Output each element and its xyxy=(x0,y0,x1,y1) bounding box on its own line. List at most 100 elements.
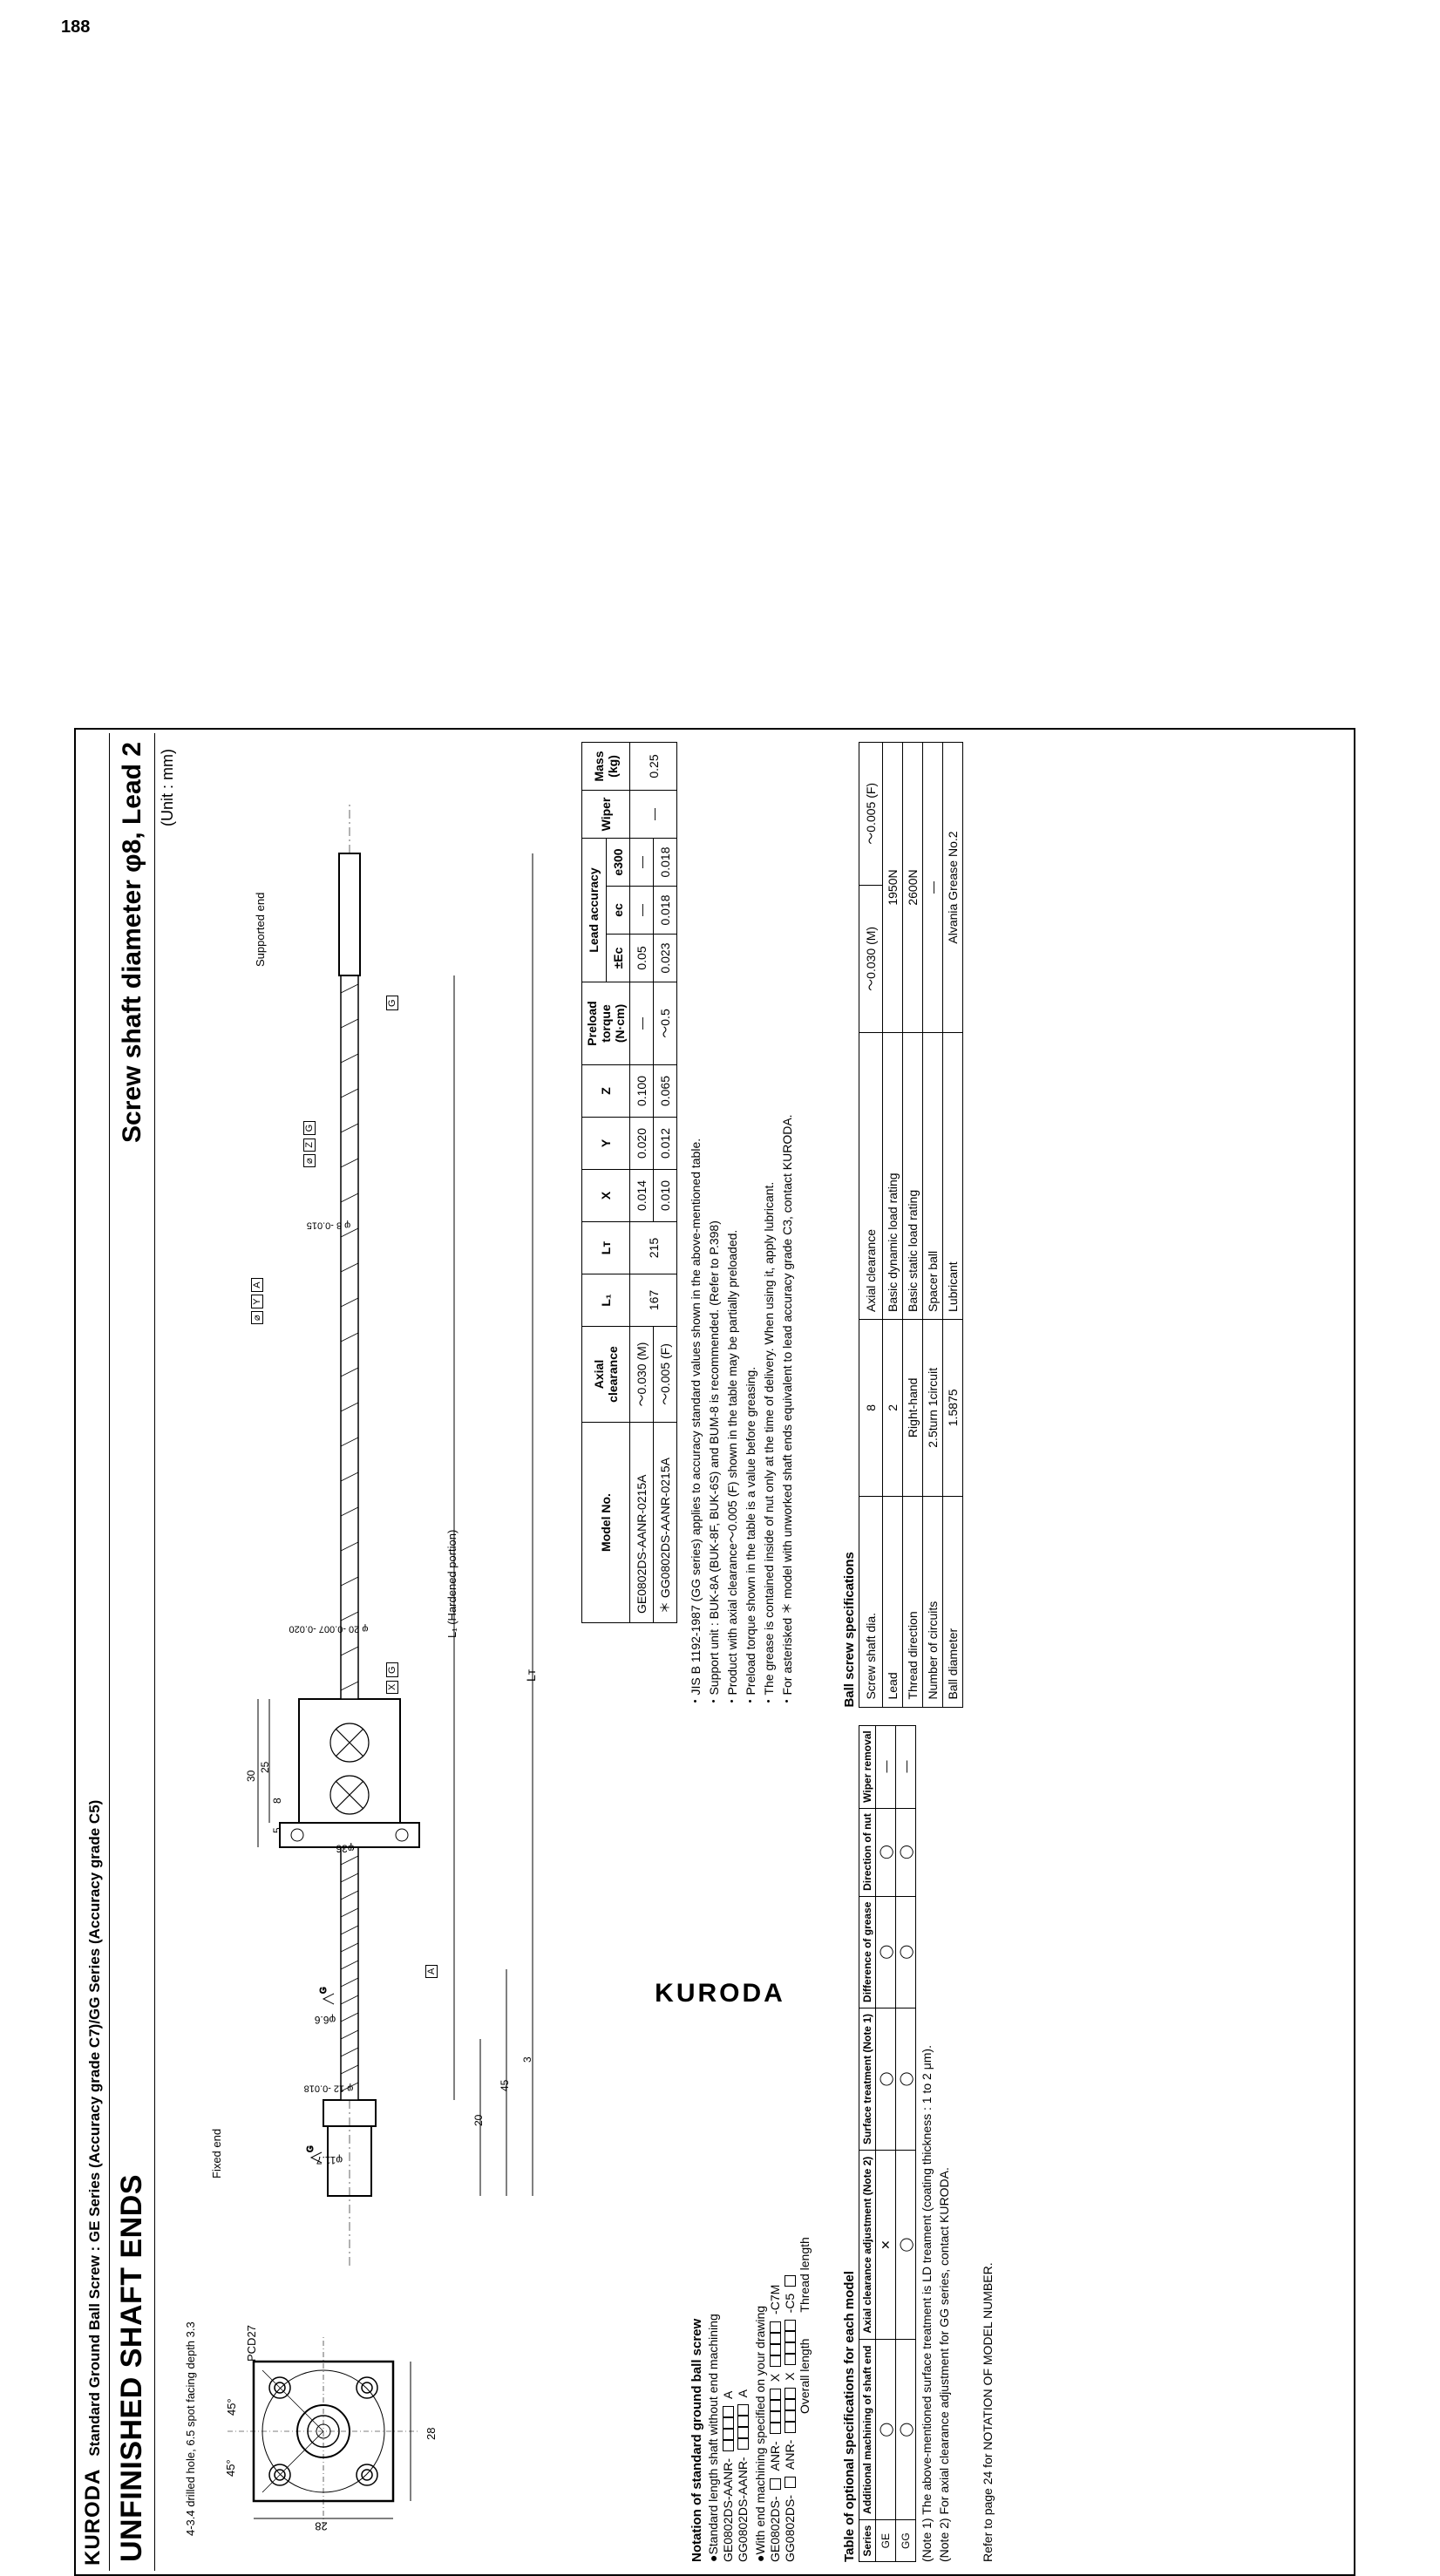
callout-A: A xyxy=(424,1965,437,1978)
col-mass: Mass (kg) xyxy=(582,743,630,791)
col-ec: ec xyxy=(606,887,630,935)
dim-d66: φ6.6 xyxy=(315,2014,336,2026)
mark-circle-icon xyxy=(880,2423,893,2437)
technical-drawing: 4-3.4 drilled hole, 6.5 spot facing dept… xyxy=(184,742,576,2562)
note-line: ・Support unit : BUK-8A (BUK-8F, BUK-6S) … xyxy=(705,742,723,1708)
opt-table-title: Table of optional specifications for eac… xyxy=(842,1725,857,2562)
dim-25: 25 xyxy=(259,1762,271,1773)
dim-8: 8 xyxy=(271,1798,283,1804)
supported-end-label: Supported end xyxy=(254,893,267,967)
opt-table: Series Additional machining of shaft end… xyxy=(859,1725,916,2562)
col-X: X xyxy=(582,1170,630,1222)
mark-x-icon xyxy=(880,2240,893,2250)
opt-note2: (Note 2) For axial clearance adjustment … xyxy=(937,1725,951,2562)
notation-legend: Overall lengthThread length xyxy=(798,1725,812,2414)
dim-d117: φ11.7 xyxy=(316,2154,343,2166)
mark-circle-icon xyxy=(880,2072,893,2087)
col-ecpm: ±Ec xyxy=(606,935,630,982)
dim-3: 3 xyxy=(521,2056,533,2063)
col-wiper: Wiper xyxy=(582,791,630,839)
opt-col: Direction of nut xyxy=(859,1808,876,1896)
table-row: Ball diameter1.5875 LubricantAlvania Gre… xyxy=(943,743,963,1708)
bs-table-title: Ball screw specifications xyxy=(842,742,857,1708)
col-Z: Z xyxy=(582,1065,630,1118)
unit-label: (Unit : mm) xyxy=(155,733,180,2571)
table-row: GE xyxy=(876,1725,896,2561)
mark-circle-icon xyxy=(900,1845,913,1859)
angle-45-top: 45° xyxy=(224,2459,237,2477)
table-row: Screw shaft dia.8 Axial clearance～0.030 … xyxy=(859,743,883,1708)
mark-circle-icon xyxy=(900,2423,913,2437)
notation-line: GE0802DS-AANR-A xyxy=(721,1725,735,2562)
callout-Y: ⌀ Y A xyxy=(249,1278,262,1324)
notation-line: GE0802DS-ANR-X-C7M xyxy=(768,1725,782,2562)
flange-view xyxy=(201,2318,463,2545)
fixed-end-label: Fixed end xyxy=(210,2129,223,2178)
table-row: Number of circuits2.5turn 1circuit Space… xyxy=(923,743,943,1708)
note-line: ・Product with axial clearance～0.005 (F) … xyxy=(723,742,741,1708)
std-head: ●Standard length shaft without end machi… xyxy=(706,1725,720,2562)
dim-28-v: 28 xyxy=(315,2519,327,2532)
mark-circle-icon xyxy=(880,1945,893,1960)
document-body: KURODA Standard Ground Ball Screw : GE S… xyxy=(74,728,1355,2576)
notation-line: GG0802DS-AANR-A xyxy=(736,1725,750,2562)
page-number: 188 xyxy=(61,17,90,37)
notation-heading: Notation of standard ground ball screw xyxy=(689,1725,704,2562)
dim-20: 20 xyxy=(472,2115,485,2126)
footnote: Refer to page 24 for NOTATION OF MODEL N… xyxy=(981,742,995,2562)
mark-circle-icon xyxy=(900,2238,913,2253)
col-leadacc: Lead accuracy xyxy=(582,839,607,982)
brand-logo: KURODA xyxy=(81,2469,105,2566)
callout-X: X G xyxy=(384,1662,397,1694)
opt-col: Surface treatment (Note 1) xyxy=(859,2008,876,2150)
table-row: GG xyxy=(896,1725,916,2561)
note-line: ・The grease is contained inside of nut o… xyxy=(760,742,778,1708)
pcd-label: PCD27 xyxy=(245,2325,258,2362)
col-Y: Y xyxy=(582,1118,630,1170)
mark-dash-icon xyxy=(900,1761,913,1773)
col-L1: L₁ xyxy=(582,1274,630,1327)
dim-d20: φ 20 -0.007 -0.020 xyxy=(289,1624,369,1635)
col-axial: Axial clearance xyxy=(582,1327,630,1423)
callout-G: G xyxy=(384,996,397,1010)
svg-text:G: G xyxy=(306,2145,316,2152)
dim-L1-hardened: L₁ (Hardened portion) xyxy=(445,1530,458,1638)
table-row: GE0802DS-AANR-0215A ～0.030 (M) 167 215 0… xyxy=(630,743,654,1623)
col-model: Model No. xyxy=(582,1423,630,1623)
ball-screw-spec-table: Screw shaft dia.8 Axial clearance～0.030 … xyxy=(859,742,963,1708)
dim-5: 5 xyxy=(271,1827,283,1833)
mark-circle-icon xyxy=(900,2072,913,2087)
dim-d12: φ 12 -0.018 xyxy=(304,2083,354,2094)
title-left: UNFINISHED SHAFT ENDS xyxy=(115,2174,149,2562)
col-preload: Preload torque (N·cm) xyxy=(582,982,630,1065)
notes-block: ・JIS B 1192-1987 (GG series) applies to … xyxy=(686,742,812,1708)
dim-d8: φ 8 -0.015 xyxy=(307,1220,351,1231)
dim-28-h: 28 xyxy=(425,2428,438,2440)
note-line: ・Preload torque shown in the table is a … xyxy=(742,742,759,1708)
table-row: Lead2 Basic dynamic load rating1950N xyxy=(883,743,903,1708)
opt-col: Series xyxy=(859,2520,876,2562)
table-row: ＊ GG0802DS-AANR-0215A ～0.005 (F) 0.010 0… xyxy=(654,743,677,1623)
note-line: ・For asterisked ＊ model with unworked sh… xyxy=(778,742,796,1708)
dim-Lt: Lт xyxy=(524,1669,538,1682)
opt-col: Additional machining of shaft end xyxy=(859,2340,876,2520)
opt-col: Difference of grease xyxy=(859,1896,876,2008)
notation-line: GG0802DS-ANR-X-C5 xyxy=(783,1725,797,2562)
shaft-view: G G xyxy=(219,792,550,2266)
mark-circle-icon xyxy=(880,1845,893,1859)
note-line: ・JIS B 1192-1987 (GG series) applies to … xyxy=(687,742,704,1708)
mark-dash-icon xyxy=(880,1761,893,1773)
table-row: Thread directionRight-hand Basic static … xyxy=(903,743,923,1708)
dim-30: 30 xyxy=(245,1771,257,1782)
col-Lt: Lт xyxy=(582,1222,630,1274)
col-e300: e300 xyxy=(606,839,630,887)
opt-note1: (Note 1) The above-mentioned surface tre… xyxy=(920,1725,934,2562)
mark-circle-icon xyxy=(900,1945,913,1960)
dim-45: 45 xyxy=(499,2080,511,2091)
bottom-brand-logo: KURODA xyxy=(655,1979,785,2008)
with-head: ●With end machining specified on your dr… xyxy=(753,1725,767,2562)
header: KURODA Standard Ground Ball Screw : GE S… xyxy=(79,733,110,2571)
opt-col: Wiper removal xyxy=(859,1725,876,1808)
title-row: UNFINISHED SHAFT ENDS Screw shaft diamet… xyxy=(110,733,155,2571)
angle-45-right: 45° xyxy=(225,2398,238,2416)
